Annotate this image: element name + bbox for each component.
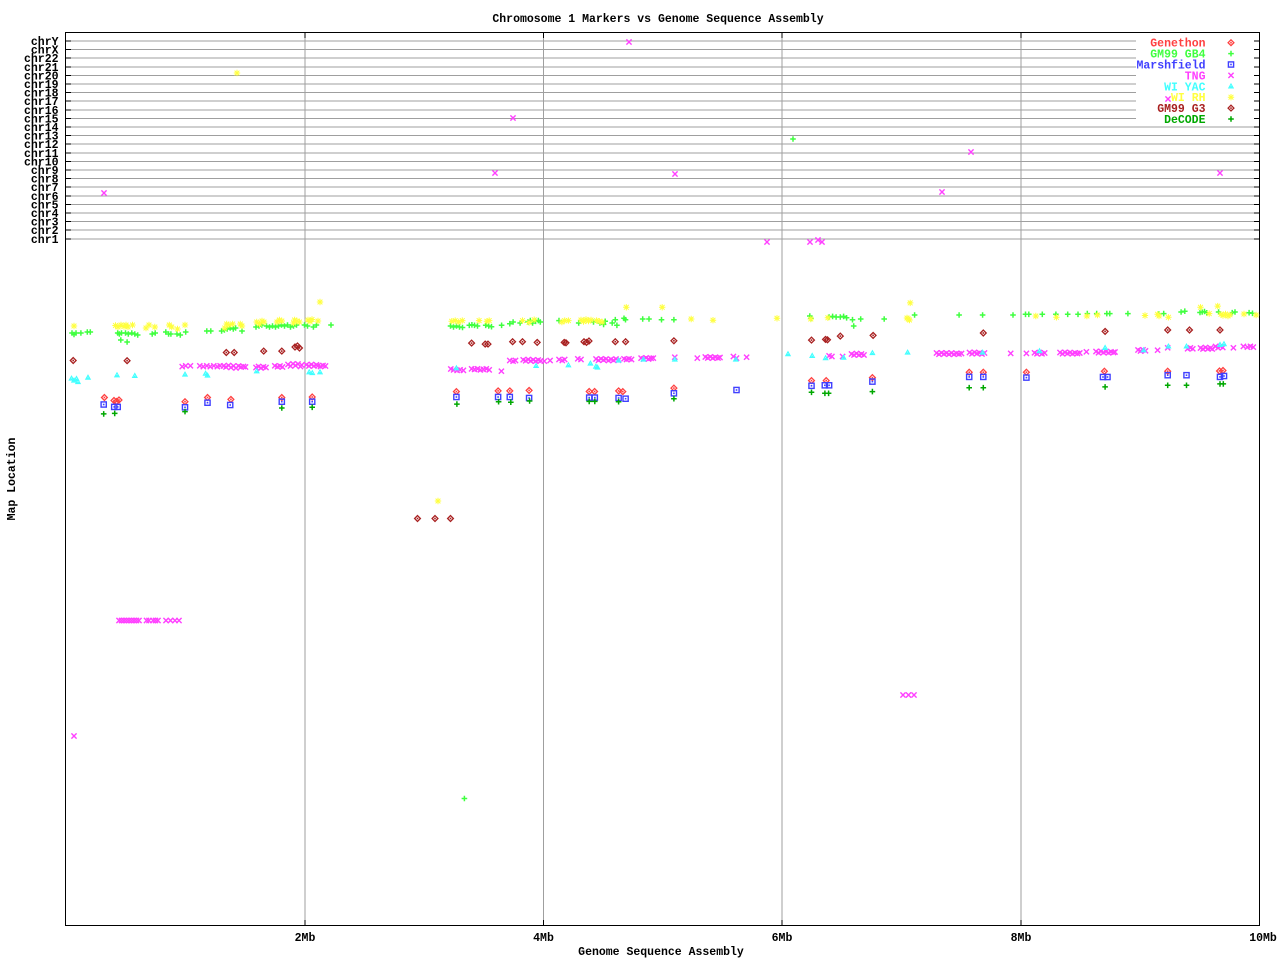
svg-text:chr4: chr4 — [31, 208, 59, 221]
svg-text:chr8: chr8 — [31, 174, 59, 187]
svg-text:chr21: chr21 — [24, 62, 59, 75]
svg-text:GM99 G3: GM99 G3 — [1157, 103, 1205, 116]
svg-text:WI RH: WI RH — [1171, 92, 1206, 105]
svg-text:DeCODE: DeCODE — [1164, 114, 1206, 127]
svg-text:chr10: chr10 — [24, 156, 59, 169]
svg-text:10Mb: 10Mb — [1249, 932, 1277, 945]
svg-text:WI YAC: WI YAC — [1164, 81, 1206, 94]
svg-text:Genethon: Genethon — [1150, 38, 1205, 51]
svg-text:chr5: chr5 — [31, 199, 59, 212]
svg-text:chr7: chr7 — [31, 182, 59, 195]
svg-text:TNG: TNG — [1185, 70, 1206, 83]
svg-text:chrX: chrX — [31, 45, 59, 58]
svg-text:chr9: chr9 — [31, 165, 59, 178]
svg-text:chr19: chr19 — [24, 79, 59, 92]
svg-text:chr11: chr11 — [24, 148, 59, 161]
svg-text:chr14: chr14 — [24, 122, 59, 135]
svg-text:Chromosome 1 Markers vs Genome: Chromosome 1 Markers vs Genome Sequence … — [492, 13, 823, 26]
svg-text:chr2: chr2 — [31, 225, 59, 238]
svg-text:Map Location: Map Location — [6, 438, 19, 521]
svg-text:chr1: chr1 — [31, 234, 59, 247]
svg-text:GM99 GB4: GM99 GB4 — [1150, 49, 1205, 62]
svg-text:6Mb: 6Mb — [772, 932, 793, 945]
svg-text:chr16: chr16 — [24, 105, 59, 118]
svg-text:chr22: chr22 — [24, 53, 59, 66]
svg-text:Marshfield: Marshfield — [1136, 60, 1205, 73]
svg-text:chr17: chr17 — [24, 96, 59, 109]
svg-text:chr13: chr13 — [24, 131, 59, 144]
svg-text:4Mb: 4Mb — [533, 932, 554, 945]
svg-text:chr15: chr15 — [24, 113, 59, 126]
svg-text:chrY: chrY — [31, 36, 59, 49]
svg-text:chr3: chr3 — [31, 217, 59, 230]
svg-text:8Mb: 8Mb — [1011, 932, 1032, 945]
svg-text:chr18: chr18 — [24, 88, 59, 101]
svg-text:chr6: chr6 — [31, 191, 59, 204]
svg-text:2Mb: 2Mb — [295, 932, 316, 945]
svg-text:chr12: chr12 — [24, 139, 59, 152]
svg-text:chr20: chr20 — [24, 70, 59, 83]
svg-text:Genome Sequence Assembly: Genome Sequence Assembly — [578, 946, 744, 959]
